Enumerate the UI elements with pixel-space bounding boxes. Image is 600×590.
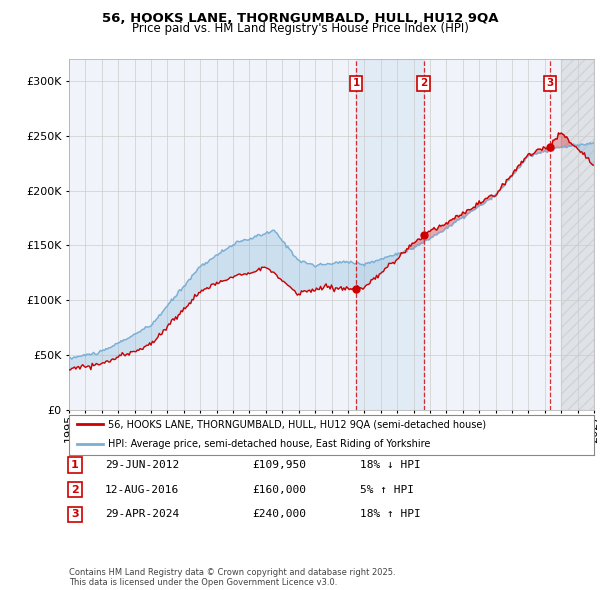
Text: 56, HOOKS LANE, THORNGUMBALD, HULL, HU12 9QA: 56, HOOKS LANE, THORNGUMBALD, HULL, HU12… bbox=[102, 12, 498, 25]
Text: 1: 1 bbox=[352, 78, 359, 88]
Text: Price paid vs. HM Land Registry's House Price Index (HPI): Price paid vs. HM Land Registry's House … bbox=[131, 22, 469, 35]
Text: 18% ↓ HPI: 18% ↓ HPI bbox=[360, 460, 421, 470]
Text: 1: 1 bbox=[71, 460, 79, 470]
Text: £240,000: £240,000 bbox=[252, 510, 306, 519]
Text: HPI: Average price, semi-detached house, East Riding of Yorkshire: HPI: Average price, semi-detached house,… bbox=[109, 439, 431, 449]
Text: 2: 2 bbox=[71, 485, 79, 494]
Text: £109,950: £109,950 bbox=[252, 460, 306, 470]
Text: 2: 2 bbox=[420, 78, 427, 88]
Text: 29-APR-2024: 29-APR-2024 bbox=[105, 510, 179, 519]
Text: 12-AUG-2016: 12-AUG-2016 bbox=[105, 485, 179, 494]
Text: 5% ↑ HPI: 5% ↑ HPI bbox=[360, 485, 414, 494]
Text: £160,000: £160,000 bbox=[252, 485, 306, 494]
Bar bbox=[356, 59, 424, 410]
Text: 29-JUN-2012: 29-JUN-2012 bbox=[105, 460, 179, 470]
Text: 18% ↑ HPI: 18% ↑ HPI bbox=[360, 510, 421, 519]
Text: 56, HOOKS LANE, THORNGUMBALD, HULL, HU12 9QA (semi-detached house): 56, HOOKS LANE, THORNGUMBALD, HULL, HU12… bbox=[109, 419, 487, 429]
Text: 3: 3 bbox=[71, 510, 79, 519]
Bar bbox=[561, 59, 594, 410]
Text: Contains HM Land Registry data © Crown copyright and database right 2025.
This d: Contains HM Land Registry data © Crown c… bbox=[69, 568, 395, 587]
Text: 3: 3 bbox=[547, 78, 554, 88]
